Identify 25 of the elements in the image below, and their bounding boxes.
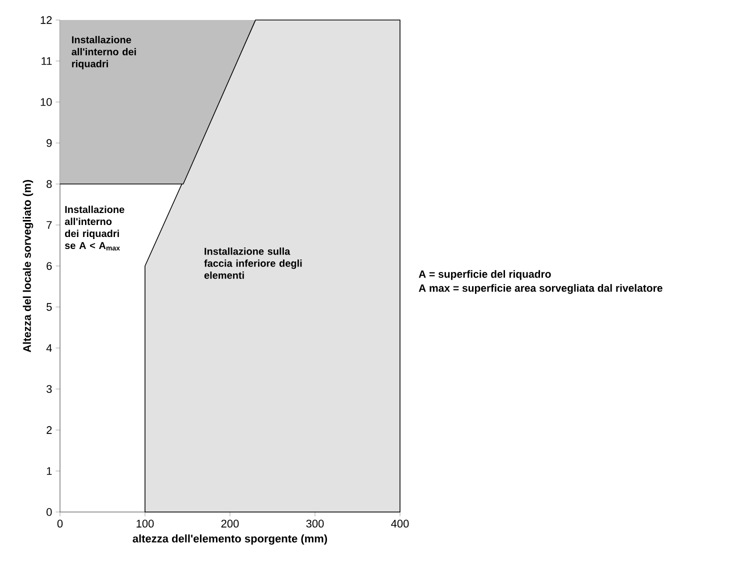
y-tick-label: 12 bbox=[40, 16, 52, 24]
y-tick-label: 2 bbox=[46, 426, 52, 434]
y-tick-label: 10 bbox=[40, 98, 52, 106]
y-tick-label: 1 bbox=[46, 467, 52, 475]
x-tick-label: 0 bbox=[57, 520, 63, 528]
x-tick-label: 300 bbox=[306, 520, 324, 528]
text: A = superficie del riquadro bbox=[418, 270, 551, 280]
y-tick-label: 11 bbox=[42, 57, 52, 65]
x-tick-label: 400 bbox=[391, 520, 409, 528]
x-tick-label: 200 bbox=[221, 520, 239, 528]
annotation: Installazione all'interno dei riquadri bbox=[72, 36, 136, 70]
annotation: Installazione all'interno dei riquadri se A < A$_{max}$ bbox=[64, 206, 124, 250]
x-axis-title: altezza dell'elemento sporgente (mm) bbox=[132, 534, 328, 545]
y-tick-label: 5 bbox=[46, 303, 52, 311]
y-tick-label: 3 bbox=[46, 385, 52, 393]
y-tick-label: 0 bbox=[46, 508, 52, 516]
y-tick-label: 7 bbox=[46, 221, 52, 229]
y-axis-title: Altezza del locale sorvegliato (m) bbox=[22, 180, 34, 352]
y-tick-label: 9 bbox=[46, 139, 52, 147]
y-tick-label: 8 bbox=[46, 180, 52, 188]
y-tick-label: 6 bbox=[46, 262, 52, 270]
annotation: Installazione sulla faccia inferiore degli elementi bbox=[204, 248, 302, 279]
y-tick-label: 4 bbox=[46, 344, 52, 352]
text: A max = superficie area sorvegliata dal rivelatore bbox=[418, 284, 662, 294]
x-tick-label: 100 bbox=[136, 520, 154, 528]
